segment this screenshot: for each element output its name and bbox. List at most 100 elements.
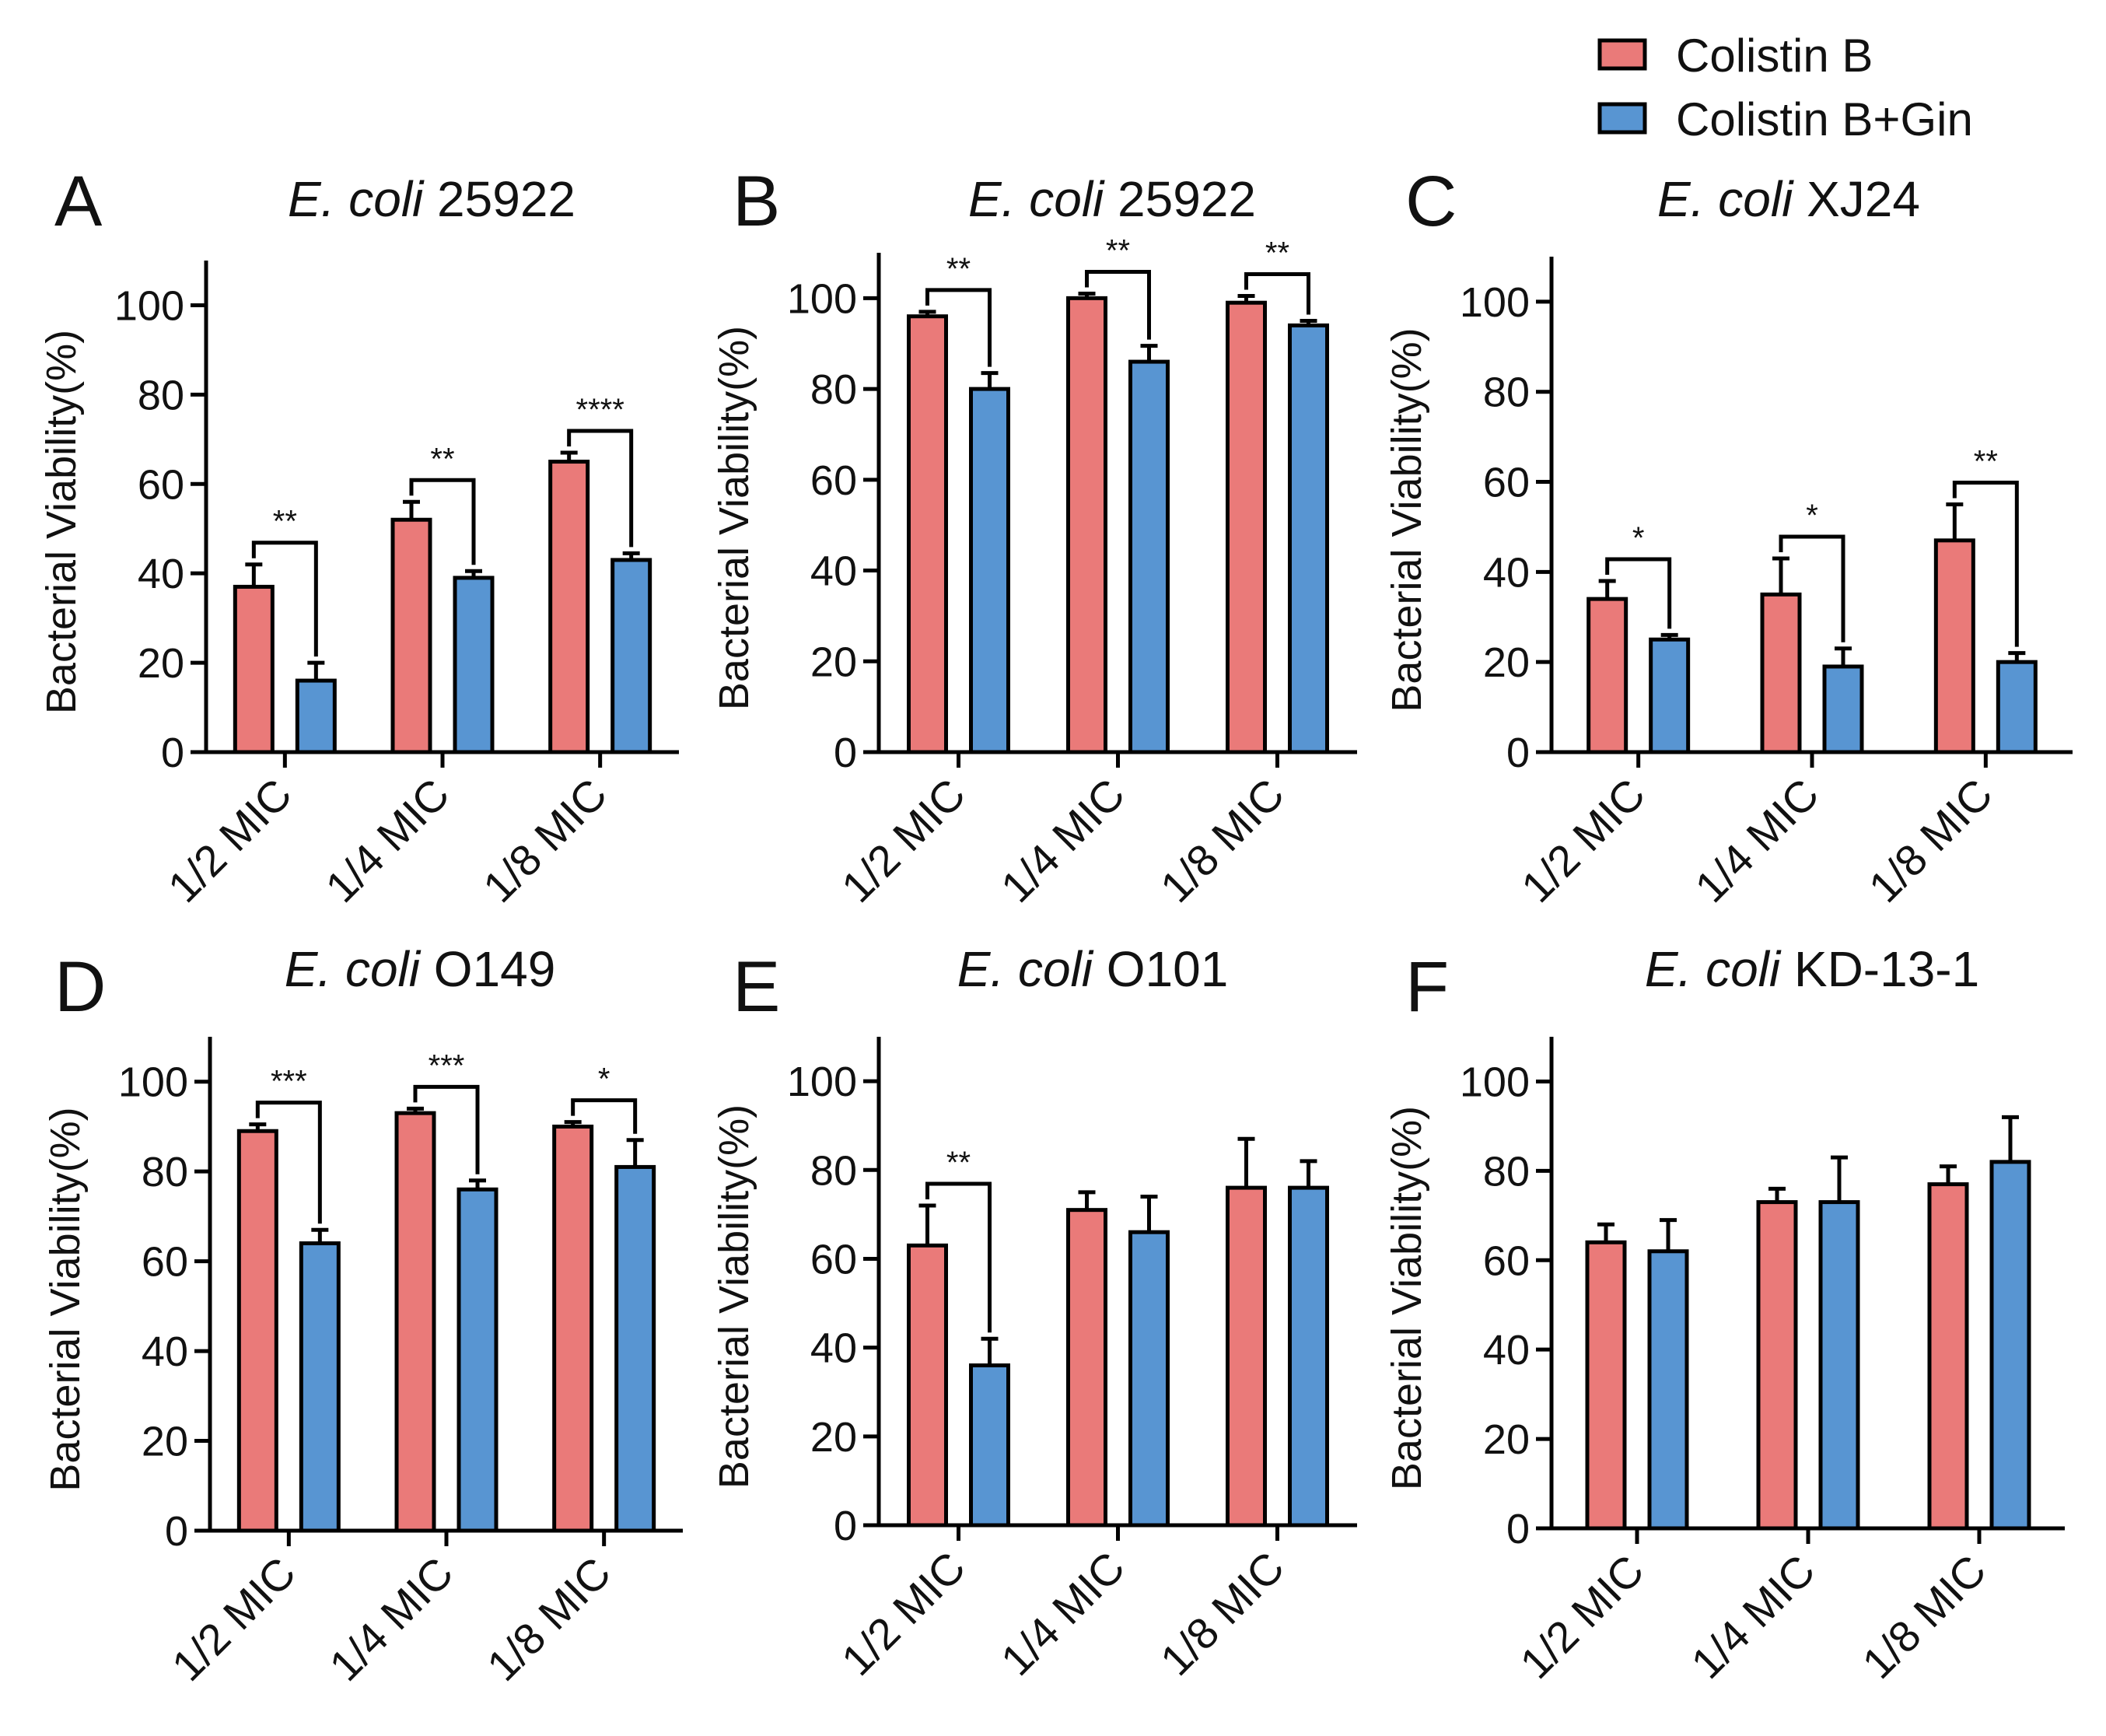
x-category-label: 1/8 MIC: [474, 769, 616, 912]
y-tick-label: 60: [810, 1236, 857, 1283]
y-tick-label: 80: [1483, 1148, 1530, 1195]
x-category-label: 1/4 MIC: [992, 1542, 1134, 1685]
significance-label: ****: [576, 393, 624, 427]
y-tick-label: 40: [1483, 1327, 1530, 1374]
significance-bracket: [1605, 557, 1672, 629]
y-tick-label: 20: [1483, 1416, 1530, 1463]
y-tick-label: 40: [1483, 549, 1530, 596]
chart-title: E. coli XJ24: [1657, 171, 1920, 227]
panel-letter: C: [1405, 162, 1457, 241]
bar-colistin-b-gin: [299, 1241, 341, 1533]
x-category-label: 1/4 MIC: [320, 1548, 462, 1690]
x-category-label: 1/2 MIC: [159, 769, 301, 912]
bar-colistin-b-gin: [1996, 660, 2038, 754]
x-category-label: 1/2 MIC: [832, 1542, 974, 1685]
x-category-label: 1/2 MIC: [163, 1548, 305, 1690]
bar-colistin-b: [1760, 592, 1802, 754]
chart-title-strain: 25922: [437, 171, 575, 227]
panel-C: C E. coli XJ24 Bacterial Viability(%) 0 20 40…: [1384, 162, 2073, 912]
chart-title-strain: KD-13-1: [1794, 941, 1979, 997]
x-category-label: 1/8 MIC: [1151, 1542, 1293, 1685]
bar-colistin-b: [1927, 1182, 1969, 1531]
y-tick-label: 100: [1460, 279, 1530, 326]
bar-colistin-b-gin: [1822, 664, 1864, 754]
y-tick-label: 20: [142, 1419, 188, 1465]
y-tick-label: 80: [1483, 369, 1530, 416]
y-tick-label: 100: [787, 1059, 857, 1105]
y-axis-title: Bacterial Viability(%): [711, 326, 757, 710]
bar-colistin-b: [1586, 597, 1628, 754]
bar-colistin-b-gin: [1128, 1230, 1170, 1528]
chart-title-space: [420, 941, 434, 997]
chart-title: E. coli O101: [957, 941, 1229, 997]
significance-bracket: [567, 429, 634, 548]
y-tick-label: 60: [1483, 460, 1530, 506]
panel-letter: A: [54, 162, 103, 241]
chart-title-space: [1093, 941, 1107, 997]
chart-title-strain: 25922: [1118, 171, 1256, 227]
y-tick-label: 20: [810, 1414, 857, 1461]
significance-bracket: [925, 1181, 992, 1333]
y-axis-title: Bacterial Viability(%): [1384, 1106, 1430, 1490]
bar-colistin-b: [907, 1243, 948, 1528]
chart-title-species: E. coli: [1645, 941, 1782, 997]
x-category-label: 1/8 MIC: [478, 1548, 620, 1690]
y-tick-label: 80: [142, 1149, 188, 1195]
chart-title-strain: XJ24: [1807, 171, 1920, 227]
significance-bracket: [925, 288, 992, 367]
y-tick-label: 40: [810, 548, 857, 595]
chart-title: E. coli O149: [285, 941, 556, 997]
chart-title: E. coli 25922: [288, 171, 575, 227]
significance-label: **: [273, 505, 297, 539]
y-tick-label: 0: [834, 1503, 857, 1549]
bar-colistin-b: [552, 1124, 594, 1533]
chart-title-space: [423, 171, 437, 227]
bar-colistin-b-gin: [1647, 1249, 1689, 1531]
significance-bracket: [413, 1084, 480, 1174]
x-category-label: 1/4 MIC: [1681, 1545, 1824, 1688]
chart-title-strain: O149: [434, 941, 556, 997]
y-tick-label: 0: [1506, 1506, 1530, 1552]
panel-E: E E. coli O101 Bacterial Viability(%) 0 20 40…: [711, 941, 1357, 1685]
significance-label: **: [1974, 445, 1998, 479]
y-tick-label: 100: [114, 282, 184, 329]
significance-bracket: [255, 1101, 322, 1224]
significance-label: **: [946, 1146, 971, 1180]
y-tick-label: 60: [138, 461, 184, 508]
bar-colistin-b: [236, 1129, 278, 1533]
x-category-label: 1/8 MIC: [1859, 769, 2002, 912]
y-tick-label: 20: [810, 639, 857, 685]
significance-bracket: [1952, 481, 2019, 647]
y-tick-label: 0: [165, 1508, 188, 1555]
bar-colistin-b-gin: [1818, 1200, 1860, 1531]
y-tick-label: 100: [1460, 1059, 1530, 1105]
y-tick-label: 20: [1483, 639, 1530, 686]
bar-colistin-b-gin: [969, 387, 1010, 754]
y-tick-label: 0: [1506, 730, 1530, 776]
x-category-label: 1/4 MIC: [1685, 769, 1828, 912]
chart-title-species: E. coli: [1657, 171, 1794, 227]
legend-swatch-2: [1597, 102, 1647, 135]
bar-colistin-b-gin: [969, 1363, 1010, 1528]
y-tick-label: 0: [161, 730, 184, 776]
panel-letter: D: [54, 947, 106, 1027]
bar-colistin-b-gin: [1989, 1160, 2031, 1531]
significance-bracket: [251, 541, 318, 657]
y-tick-label: 40: [138, 551, 184, 597]
chart-title: E. coli KD-13-1: [1645, 941, 1979, 997]
legend: Colistin B Colistin B+Gin: [1597, 30, 1973, 145]
bar-colistin-b: [1933, 538, 1975, 754]
y-axis-title: Bacterial Viability(%): [711, 1104, 757, 1489]
significance-label: *: [598, 1062, 610, 1097]
x-category-label: 1/8 MIC: [1151, 769, 1293, 912]
bar-colistin-b: [233, 584, 275, 754]
bar-colistin-b-gin: [614, 1164, 656, 1533]
significance-label: ***: [429, 1048, 465, 1083]
significance-label: *: [1806, 499, 1818, 533]
x-category-label: 1/2 MIC: [1512, 769, 1654, 912]
significance-bracket: [571, 1098, 638, 1134]
x-category-label: 1/4 MIC: [992, 769, 1134, 912]
y-axis-title: Bacterial Viability(%): [38, 330, 85, 714]
significance-bracket: [1244, 271, 1310, 315]
